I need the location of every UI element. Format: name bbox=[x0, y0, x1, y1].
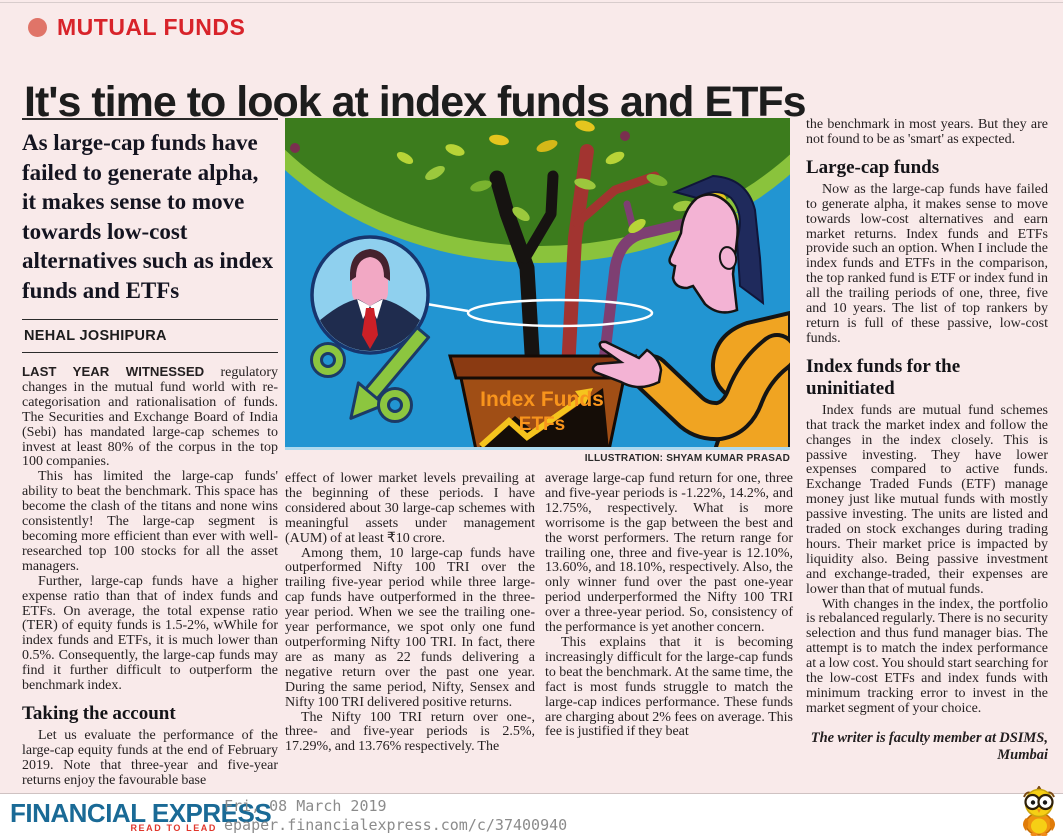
author-signoff: The writer is faculty member at DSIMS, M… bbox=[810, 729, 1048, 763]
paragraph: Further, large-cap funds have a higher e… bbox=[22, 573, 278, 694]
kicker-dot-icon bbox=[28, 18, 47, 37]
paragraph: Now as the large-cap funds have failed t… bbox=[806, 181, 1048, 346]
logo-wordmark: FINANCIAL EXPRESS bbox=[10, 798, 272, 828]
column-3: average large-cap fund return for one, t… bbox=[545, 471, 793, 740]
epaper-meta: Fri, 08 March 2019 epaper.financialexpre… bbox=[224, 797, 567, 835]
tree-canopy bbox=[285, 118, 790, 263]
page-top-border bbox=[0, 2, 1063, 3]
paragraph: Let us evaluate the performance of the l… bbox=[22, 727, 278, 788]
pot-label-line2: ETFs bbox=[519, 414, 565, 435]
standfirst: As large-cap funds have failed to genera… bbox=[22, 118, 278, 319]
epaper-url: epaper.financialexpress.com/c/37400940 bbox=[224, 816, 568, 834]
lead-in: LAST YEAR WITNESSED bbox=[22, 364, 205, 379]
paragraph: LAST YEAR WITNESSED regulatory changes i… bbox=[22, 364, 278, 470]
column-4: the benchmark in most years. But they ar… bbox=[806, 117, 1048, 764]
observing-man bbox=[591, 174, 790, 450]
column-1-body: LAST YEAR WITNESSED regulatory changes i… bbox=[22, 364, 278, 789]
illustration-caption: ILLUSTRATION: SHYAM KUMAR PRASAD bbox=[584, 453, 790, 464]
businessman-badge bbox=[310, 235, 430, 355]
pot-label-line1: Index Funds bbox=[480, 388, 604, 411]
percent-down-icon bbox=[310, 326, 431, 423]
paragraph: effect of lower market levels prevailing… bbox=[285, 471, 535, 546]
illustration-svg: Index Funds ETFs bbox=[285, 118, 790, 450]
illustration-bottom-edge bbox=[285, 447, 790, 450]
paragraph: This explains that it is becoming increa… bbox=[545, 634, 793, 740]
byline: NEHAL JOSHIPURA bbox=[22, 319, 278, 353]
section-label: MUTUAL FUNDS bbox=[57, 14, 246, 40]
epaper-footer: FINANCIAL EXPRESS READ TO LEAD Fri, 08 M… bbox=[0, 793, 1063, 837]
paragraph: average large-cap fund return for one, t… bbox=[545, 471, 793, 636]
epaper-date: Fri, 08 March 2019 bbox=[224, 797, 387, 815]
section-kicker: MUTUAL FUNDS bbox=[28, 14, 245, 41]
paragraph: Among them, 10 large-cap funds have outp… bbox=[285, 545, 535, 710]
paragraph: This has limited the large-cap funds' ab… bbox=[22, 469, 278, 574]
paragraph: the benchmark in most years. But they ar… bbox=[806, 117, 1048, 147]
column-2: effect of lower market levels prevailing… bbox=[285, 471, 535, 755]
subhead-taking-the-account: Taking the account bbox=[22, 702, 176, 724]
article-illustration: Index Funds ETFs bbox=[285, 118, 790, 450]
paragraph-text: regulatory changes in the mutual fund wo… bbox=[22, 365, 278, 470]
paragraph: The Nifty 100 TRI return over one-, thre… bbox=[285, 709, 535, 755]
paragraph: With changes in the index, the portfolio… bbox=[806, 596, 1048, 716]
column-1: As large-cap funds have failed to genera… bbox=[22, 118, 278, 789]
financial-express-logo: FINANCIAL EXPRESS READ TO LEAD bbox=[10, 798, 272, 833]
subhead-index-funds-uninitiated: Index funds for the uninitiated bbox=[806, 355, 961, 399]
subhead-large-cap-funds: Large-cap funds bbox=[806, 156, 940, 178]
logo-tagline: READ TO LEAD bbox=[130, 823, 217, 833]
owl-mascot-icon bbox=[1023, 786, 1055, 836]
paragraph: Index funds are mutual fund schemes that… bbox=[806, 402, 1048, 597]
index-funds-pot: Index Funds ETFs bbox=[448, 354, 637, 450]
